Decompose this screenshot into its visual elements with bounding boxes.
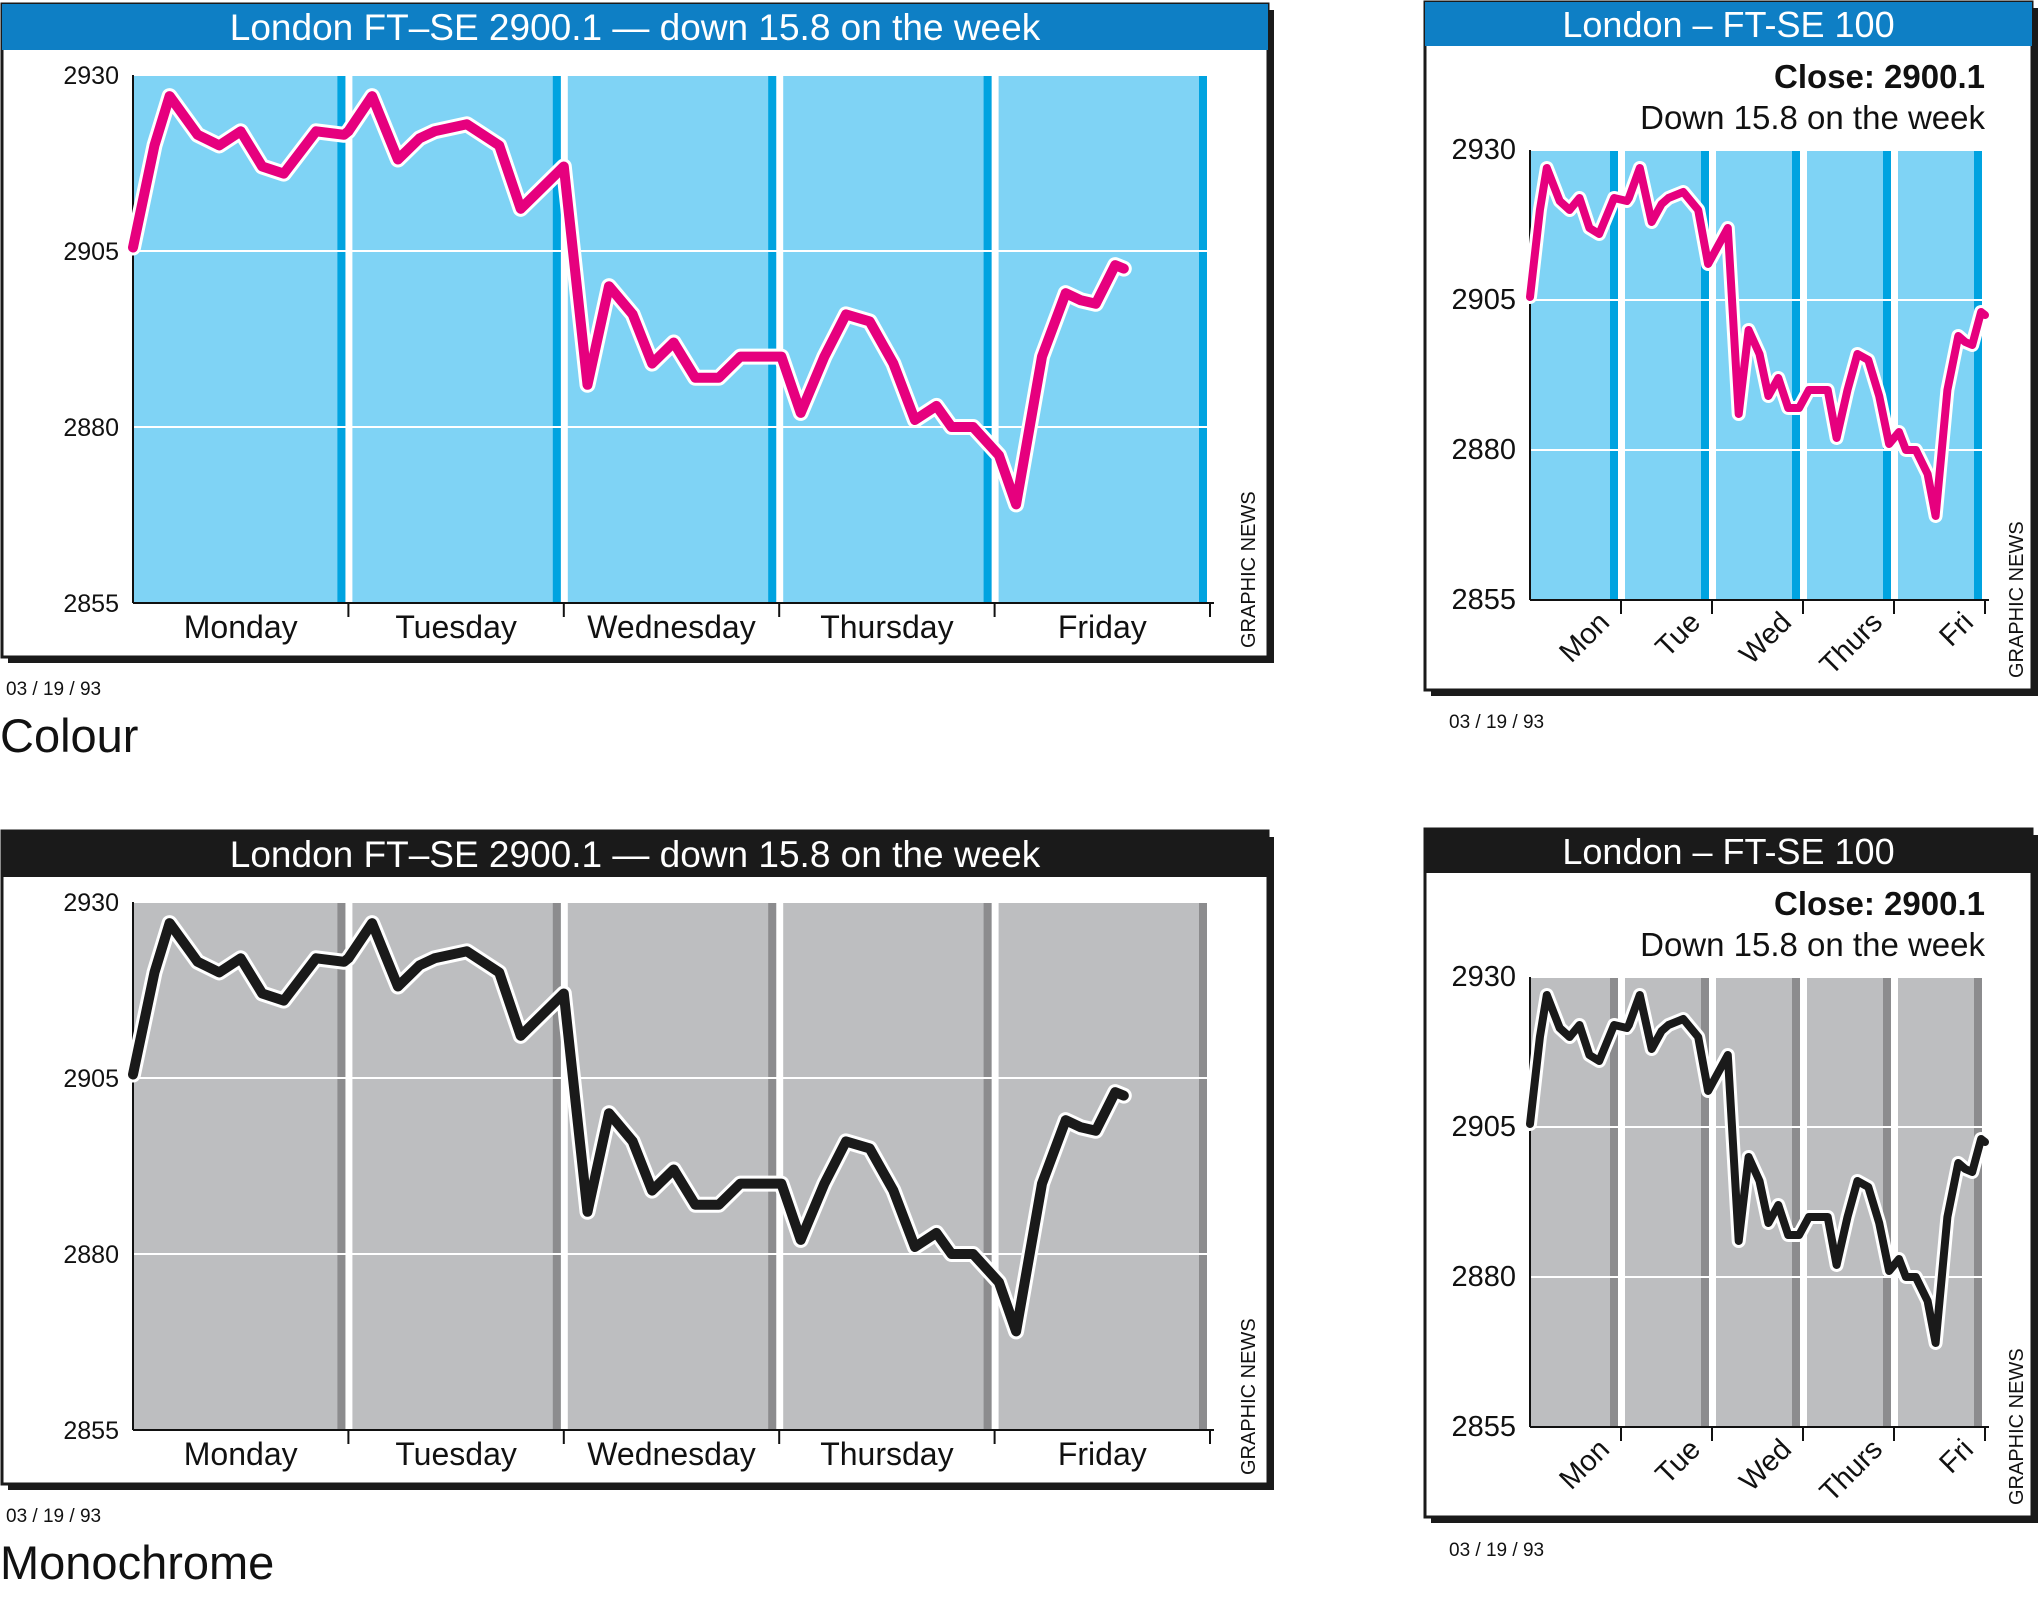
- mono-large-day-label-1: Tuesday: [395, 1436, 517, 1472]
- mono-large-band-edge-1: [552, 902, 561, 1430]
- mono-large-band-0: [133, 902, 346, 1430]
- mono-small-band-edge-4: [1974, 977, 1982, 1427]
- colour-large-band-edge-2: [768, 75, 777, 603]
- mono-large-ytick-2855: 2855: [63, 1417, 119, 1445]
- mono-small-close-label: Close: 2900.1: [1774, 885, 1985, 922]
- colour-small-ytick-2880: 2880: [1451, 434, 1516, 466]
- colour-small-band-edge-3: [1883, 150, 1891, 600]
- mono-small-ytick-2855: 2855: [1451, 1411, 1516, 1443]
- mono-large-date: 03 / 19 / 93: [6, 1506, 102, 1527]
- mono-small-band-edge-1: [1701, 977, 1709, 1427]
- mono-large-ytick-2930: 2930: [63, 889, 119, 917]
- colour-large-day-label-3: Thursday: [820, 609, 953, 645]
- colour-small-close-label: Close: 2900.1: [1774, 58, 1985, 95]
- mono-small-band-edge-0: [1610, 977, 1618, 1427]
- colour-large-band-0: [133, 75, 346, 603]
- colour-large-day-label-0: Monday: [184, 609, 298, 645]
- colour-small-credit: GRAPHIC NEWS: [2006, 521, 2028, 678]
- colour-large-date: 03 / 19 / 93: [6, 679, 102, 700]
- mono-small-band-edge-2: [1792, 977, 1800, 1427]
- mono-large-band-edge-0: [337, 902, 346, 1430]
- mono-large-day-label-3: Thursday: [820, 1436, 953, 1472]
- colour-small-band-4: [1898, 150, 1982, 600]
- mono-small-date: 03 / 19 / 93: [1449, 1540, 1545, 1561]
- colour-small-ytick-2855: 2855: [1451, 584, 1516, 616]
- colour-large-band-edge-3: [983, 75, 992, 603]
- colour-large-band-edge-1: [552, 75, 561, 603]
- colour-small-band-edge-4: [1974, 150, 1982, 600]
- mono-large-header-bar: [2, 831, 1268, 877]
- mono-small-credit: GRAPHIC NEWS: [2006, 1348, 2028, 1505]
- mono-small-band-edge-3: [1883, 977, 1891, 1427]
- colour-small-band-edge-2: [1792, 150, 1800, 600]
- mono-large-ytick-2880: 2880: [63, 1241, 119, 1269]
- colour-large-ytick-2930: 2930: [63, 62, 119, 90]
- colour-small-band-edge-1: [1701, 150, 1709, 600]
- colour-large-header-bar: [2, 4, 1268, 50]
- colour-small-change-label: Down 15.8 on the week: [1640, 99, 1985, 136]
- colour-large-ytick-2905: 2905: [63, 238, 119, 266]
- mono-small-change-label: Down 15.8 on the week: [1640, 926, 1985, 963]
- colour-large-day-label-4: Friday: [1058, 609, 1147, 645]
- colour-small-title: London – FT-SE 100: [1562, 4, 1894, 45]
- colour-small-series-line: [1526, 164, 1989, 520]
- mono-large-chart-group: London FT–SE 2900.1 — down 15.8 on the w…: [0, 829, 1274, 1490]
- mono-large-band-edge-4: [1199, 902, 1207, 1430]
- colour-large-band-edge-4: [1199, 75, 1207, 603]
- colour-large-ytick-2880: 2880: [63, 414, 119, 442]
- mono-small-series-line: [1526, 991, 1989, 1347]
- colour-large-band-4: [998, 75, 1207, 603]
- colour-large-band-1: [352, 75, 561, 603]
- colour-large-band-edge-0: [337, 75, 346, 603]
- mono-large-band-edge-3: [983, 902, 992, 1430]
- mono-small-title: London – FT-SE 100: [1562, 831, 1894, 872]
- mono-small-ytick-2905: 2905: [1451, 1111, 1516, 1143]
- colour-large-ytick-2855: 2855: [63, 590, 119, 618]
- mono-large-band-1: [352, 902, 561, 1430]
- mono-small-header-bar: [1425, 829, 2032, 873]
- colour-large-series-line: [128, 91, 1129, 510]
- colour-small-band-edge-0: [1610, 150, 1618, 600]
- mono-small-ytick-2880: 2880: [1451, 1261, 1516, 1293]
- colour-section-label: Colour: [0, 709, 139, 762]
- mono-small-band-4: [1898, 977, 1982, 1427]
- colour-large-credit: GRAPHIC NEWS: [1238, 491, 1260, 648]
- mono-large-ytick-2905: 2905: [63, 1065, 119, 1093]
- colour-large-day-label-2: Wednesday: [587, 609, 755, 645]
- colour-small-date: 03 / 19 / 93: [1449, 712, 1545, 733]
- colour-small-ytick-2930: 2930: [1451, 134, 1516, 166]
- mono-small-ytick-2930: 2930: [1451, 961, 1516, 993]
- colour-large-day-label-1: Tuesday: [395, 609, 517, 645]
- mono-large-series-line: [128, 918, 1129, 1337]
- mono-section-label: Monochrome: [0, 1536, 275, 1589]
- mono-large-credit: GRAPHIC NEWS: [1238, 1318, 1260, 1475]
- mono-large-title: London FT–SE 2900.1 — down 15.8 on the w…: [230, 834, 1041, 875]
- mono-large-band-edge-2: [768, 902, 777, 1430]
- colour-large-chart-group: London FT–SE 2900.1 — down 15.8 on the w…: [0, 2, 1274, 663]
- mono-large-day-label-2: Wednesday: [587, 1436, 755, 1472]
- colour-small-header-bar: [1425, 2, 2032, 46]
- mono-large-day-label-4: Friday: [1058, 1436, 1147, 1472]
- colour-large-title: London FT–SE 2900.1 — down 15.8 on the w…: [230, 7, 1041, 48]
- mono-large-band-4: [998, 902, 1207, 1430]
- colour-small-ytick-2905: 2905: [1451, 284, 1516, 316]
- mono-large-day-label-0: Monday: [184, 1436, 298, 1472]
